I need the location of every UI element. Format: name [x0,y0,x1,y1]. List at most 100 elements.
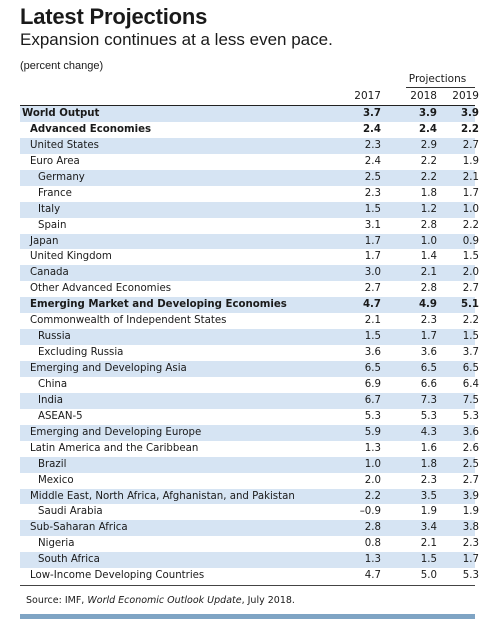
cell-value-2018: 1.5 [420,554,437,566]
table-row: Brazil 1.0 1.8 2.5 [20,456,479,473]
cell-value-2019: 6.4 [462,378,479,390]
row-label: Russia [38,331,71,343]
source-note: Source: IMF, World Economic Outlook Upda… [26,595,295,606]
table-row: France 2.3 1.8 1.7 [20,186,479,202]
cell-value-2018: 1.2 [420,203,437,215]
table-row: Nigeria 0.8 2.1 2.3 [20,536,479,552]
cell-value-2017: 1.7 [364,235,381,247]
table-row: World Output 3.7 3.9 3.9 [20,106,479,122]
cell-value-2017: 2.5 [364,171,381,183]
table-row: India 6.7 7.3 7.5 [20,392,479,409]
cell-value-2019: 2.1 [462,171,479,183]
cell-value-2017: –0.9 [359,506,381,518]
cell-value-2017: 4.7 [364,570,381,582]
cell-value-2019: 3.8 [462,522,479,534]
cell-value-2017: 2.1 [364,315,381,327]
cell-value-2019: 1.9 [462,506,479,518]
cell-value-2018: 2.8 [420,283,437,295]
cell-value-2017: 2.7 [364,283,381,295]
cell-value-2017: 2.4 [362,123,381,135]
cell-value-2017: 2.0 [364,474,381,486]
cell-value-2017: 3.1 [364,219,381,231]
row-label: Italy [38,203,61,215]
table-row: United Kingdom 1.7 1.4 1.5 [20,249,479,265]
source-publication: World Economic Outlook Update [87,595,242,606]
row-label: Emerging Market and Developing Economies [30,299,287,311]
table-row: Canada 3.0 2.1 2.0 [20,265,479,282]
table-row: Excluding Russia 3.6 3.6 3.7 [20,345,479,361]
cell-value-2019: 2.7 [462,474,479,486]
cell-value-2017: 1.0 [364,458,381,470]
cell-value-2019: 1.7 [462,554,479,566]
cell-value-2017: 6.5 [364,363,381,374]
cell-value-2017: 2.4 [364,155,381,167]
cell-value-2018: 2.1 [420,538,437,550]
cell-value-2017: 1.3 [364,442,381,454]
table-bottom-rule [20,585,475,586]
table-row: Low-Income Developing Countries 4.7 5.0 5.3 [20,568,479,584]
cell-value-2018: 7.3 [420,394,437,406]
row-label: Saudi Arabia [38,506,103,518]
cell-value-2018: 1.8 [420,458,437,470]
cell-value-2018: 4.9 [418,299,437,311]
table-row: Emerging and Developing Asia 6.5 6.5 6.5 [20,361,479,377]
cell-value-2018: 1.7 [420,331,437,343]
cell-value-2018: 2.2 [420,155,437,167]
cell-value-2018: 1.9 [420,506,437,518]
cell-value-2019: 2.2 [460,123,479,135]
cell-value-2019: 5.3 [462,410,479,422]
table-row: Germany 2.5 2.2 2.1 [20,169,479,186]
table-row: Mexico 2.0 2.3 2.7 [20,473,479,489]
cell-value-2018: 2.8 [420,219,437,231]
table-row: Japan 1.7 1.0 0.9 [20,233,479,250]
row-label: Sub-Saharan Africa [30,522,128,534]
cell-value-2019: 1.7 [462,187,479,199]
cell-value-2018: 2.4 [418,123,437,135]
cell-value-2019: 1.9 [462,155,479,167]
row-label: Latin America and the Caribbean [30,442,199,454]
cell-value-2018: 1.8 [420,187,437,199]
unit-note: (percent change) [20,60,104,72]
cell-value-2019: 2.2 [462,219,479,231]
cell-value-2019: 3.9 [462,490,479,502]
cell-value-2017: 5.3 [364,410,381,422]
row-label: ASEAN-5 [38,410,83,422]
cell-value-2017: 1.5 [364,203,381,215]
cell-value-2017: 1.7 [364,251,381,263]
table-row: South Africa 1.3 1.5 1.7 [20,552,479,569]
row-label: Japan [30,235,59,247]
cell-value-2019: 2.2 [462,315,479,327]
table-row: Russia 1.5 1.7 1.5 [20,329,479,346]
row-label: France [38,187,72,199]
cell-value-2017: 6.7 [364,394,381,406]
source-suffix: , July 2018. [241,595,295,606]
row-label: Germany [38,171,85,183]
row-label: Emerging and Developing Asia [30,363,187,374]
row-label: Brazil [38,458,67,470]
cell-value-2019: 2.7 [462,139,479,151]
cell-value-2018: 4.3 [420,426,437,438]
cell-value-2017: 3.7 [362,108,381,119]
table-row: Saudi Arabia –0.9 1.9 1.9 [20,504,479,520]
cell-value-2018: 1.0 [420,235,437,247]
cell-value-2017: 3.6 [364,347,381,359]
table-row: Spain 3.1 2.8 2.2 [20,218,479,234]
row-label: Commonwealth of Independent States [30,315,227,327]
row-label: World Output [22,108,100,119]
cell-value-2019: 5.1 [460,299,479,311]
cell-value-2019: 3.6 [462,426,479,438]
table-row: Sub-Saharan Africa 2.8 3.4 3.8 [20,520,479,537]
cell-value-2019: 1.0 [462,203,479,215]
year-header: 2018 [410,90,437,102]
projections-label: Projections [408,73,467,85]
cell-value-2019: 7.5 [462,394,479,406]
cell-value-2018: 2.9 [420,139,437,151]
cell-value-2018: 5.0 [420,570,437,582]
row-label: Canada [30,267,69,279]
cell-value-2018: 3.5 [420,490,437,502]
row-label: Middle East, North Africa, Afghanistan, … [30,490,295,502]
row-label: Spain [38,219,67,231]
bottom-accent-bar [20,614,475,619]
year-header: 2017 [354,90,381,102]
cell-value-2018: 1.6 [420,442,437,454]
